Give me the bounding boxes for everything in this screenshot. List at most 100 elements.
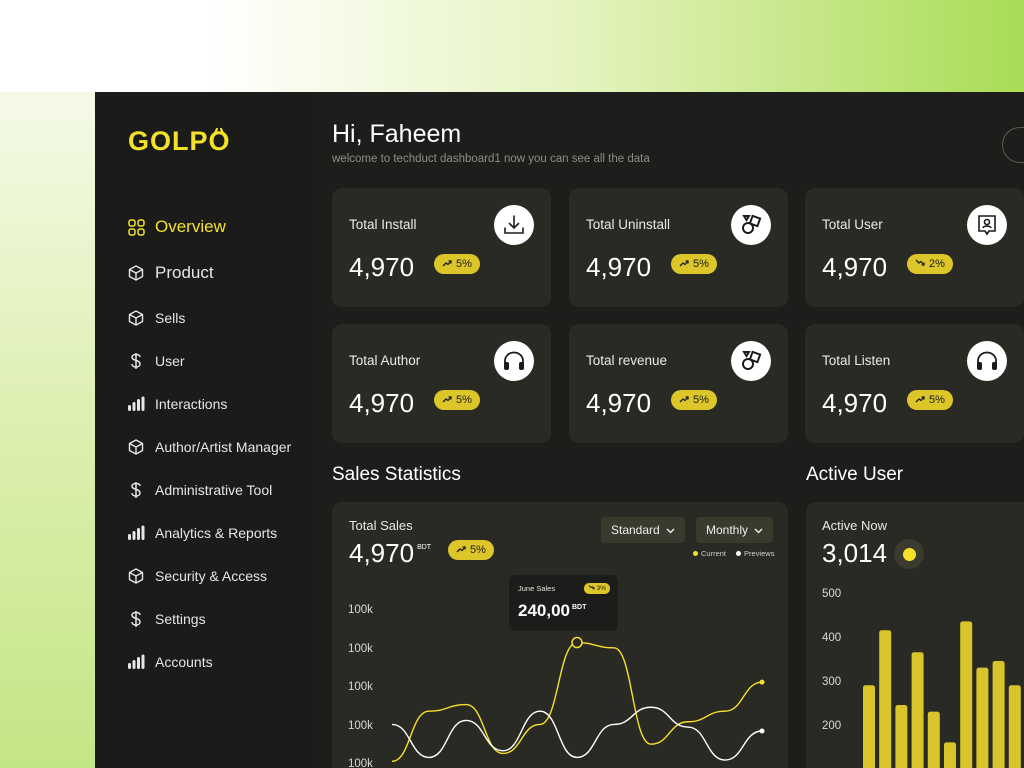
chart-tooltip: June Sales 3% 240,00 BDT <box>509 575 618 631</box>
stat-label: Total Listen <box>822 353 891 368</box>
sidebar-item-label: Product <box>155 263 214 282</box>
stat-label: Total Uninstall <box>586 217 671 232</box>
series-line-previews <box>391 706 763 761</box>
y-tick-label: 100k <box>348 604 373 616</box>
y-tick-label: 100k <box>348 642 373 655</box>
bar[interactable] <box>1008 685 1021 768</box>
shapes-icon <box>731 341 771 381</box>
sidebar-item-label: Sells <box>155 309 186 326</box>
tooltip-value: 240,00 BDT <box>518 601 587 620</box>
stat-change-badge: 5% <box>671 254 717 274</box>
bar[interactable] <box>895 705 908 768</box>
shapes-icon <box>731 205 771 245</box>
bar[interactable] <box>944 742 956 768</box>
logo: GOLPO <box>128 124 231 158</box>
headphones-icon <box>967 341 1007 381</box>
box-icon <box>127 309 145 327</box>
dollar-icon <box>127 481 145 499</box>
stat-label: Total Author <box>349 353 421 368</box>
monthly-dropdown-label: Monthly <box>706 523 749 537</box>
background-top <box>0 0 1024 100</box>
sidebar-item-product[interactable]: Product <box>127 250 313 296</box>
live-indicator <box>894 539 924 569</box>
sidebar-item-interactions[interactable]: Interactions <box>127 382 313 425</box>
sidebar-nav: Overview Product Sells User Interactions Auth… <box>127 204 313 683</box>
bar[interactable] <box>960 621 973 768</box>
bar-y-tick-label: 200 <box>822 720 842 732</box>
y-tick-label: 100k <box>348 758 373 768</box>
trend-up-icon <box>679 394 689 406</box>
y-tick-label: 100k <box>348 719 373 732</box>
bar-y-tick-label: 300 <box>822 676 842 688</box>
stat-card-total-user[interactable]: Total User 4,970 2% <box>805 188 1024 307</box>
stat-label: Total Install <box>349 217 417 232</box>
monthly-dropdown[interactable]: Monthly <box>696 517 774 543</box>
sidebar-item-accounts[interactable]: Accounts <box>127 640 313 683</box>
sidebar-item-overview[interactable]: Overview <box>127 204 313 250</box>
series-endpoint <box>759 728 765 734</box>
stat-change-badge: 5% <box>434 390 480 410</box>
y-tick-label: 100k <box>348 681 373 693</box>
bars-icon <box>127 524 145 542</box>
bar[interactable] <box>879 630 892 768</box>
stat-value: 4,970 <box>822 252 888 282</box>
user-badge-icon <box>967 205 1007 245</box>
sales-change-text: 5% <box>470 544 486 556</box>
stat-value: 4,970 <box>349 388 415 418</box>
tooltip-title: June Sales <box>518 584 556 593</box>
sidebar-item-settings[interactable]: Settings <box>127 597 313 640</box>
trend-up-icon <box>442 394 452 406</box>
background-left <box>0 92 95 768</box>
sidebar-item-user[interactable]: User <box>127 339 313 382</box>
trend-down-icon <box>915 258 925 270</box>
dollar-icon <box>127 352 145 370</box>
chart-legend: Current Previews <box>693 549 774 558</box>
logo-text: GOLPO <box>128 125 231 156</box>
stat-card-total-listen[interactable]: Total Listen 4,970 5% <box>805 324 1024 443</box>
highlight-point[interactable] <box>571 636 583 649</box>
sales-change-badge: 5% <box>448 540 494 560</box>
standard-dropdown[interactable]: Standard <box>601 517 685 543</box>
sidebar-item-administrative-tool[interactable]: Administrative Tool <box>127 468 313 511</box>
chevron-down-icon <box>666 523 675 537</box>
sales-label: Total Sales <box>349 518 413 533</box>
headphones-icon <box>494 341 534 381</box>
page-title: Hi, Faheem <box>332 120 462 148</box>
live-dot-icon <box>902 547 916 561</box>
bar-y-tick-label: 400 <box>822 632 842 644</box>
bar[interactable] <box>992 661 1005 768</box>
stat-change-badge: 5% <box>671 390 717 410</box>
legend-previous: Previews <box>736 549 774 558</box>
stat-value: 4,970 <box>349 252 415 282</box>
stat-change-badge: 5% <box>434 254 480 274</box>
bars-icon <box>127 653 145 671</box>
bar[interactable] <box>863 685 875 768</box>
trend-up-icon <box>915 394 925 406</box>
sales-line-chart <box>391 636 765 763</box>
sidebar-item-author-artist-manager[interactable]: Author/Artist Manager <box>127 425 313 468</box>
sidebar: GOLPO Overview Product Sells User Interactio… <box>95 92 313 768</box>
main-content: Hi, Faheem welcome to techduct dashboard… <box>313 92 1024 768</box>
sales-panel: Total Sales 4,970 BDT 5% Standard Monthly… <box>332 502 788 768</box>
sidebar-item-analytics-reports[interactable]: Analytics & Reports <box>127 511 313 554</box>
bar[interactable] <box>927 711 940 768</box>
sales-value-number: 4,970 <box>349 538 415 568</box>
sales-value: 4,970 BDT <box>349 538 431 569</box>
header-action-button[interactable] <box>1002 127 1024 163</box>
bar[interactable] <box>976 667 989 768</box>
sidebar-item-sells[interactable]: Sells <box>127 296 313 339</box>
active-user-panel: Active Now 3,014 500 400 300 200 <box>806 502 1024 768</box>
stat-card-total-install[interactable]: Total Install 4,970 5% <box>332 188 551 307</box>
sidebar-item-label: Security & Access <box>155 567 268 584</box>
active-now-value: 3,014 <box>822 538 888 568</box>
stat-card-total-author[interactable]: Total Author 4,970 5% <box>332 324 551 443</box>
chevron-down-icon <box>754 523 763 537</box>
stat-card-total-revenue[interactable]: Total revenue 4,970 5% <box>569 324 788 443</box>
stat-card-total-uninstall[interactable]: Total Uninstall 4,970 5% <box>569 188 788 307</box>
sidebar-item-security-access[interactable]: Security & Access <box>127 554 313 597</box>
stat-label: Total revenue <box>586 353 668 368</box>
sidebar-item-label: Analytics & Reports <box>155 524 278 541</box>
bar[interactable] <box>911 652 924 768</box>
active-user-section-title: Active User <box>806 464 904 485</box>
bar-y-tick-label: 500 <box>822 588 842 600</box>
